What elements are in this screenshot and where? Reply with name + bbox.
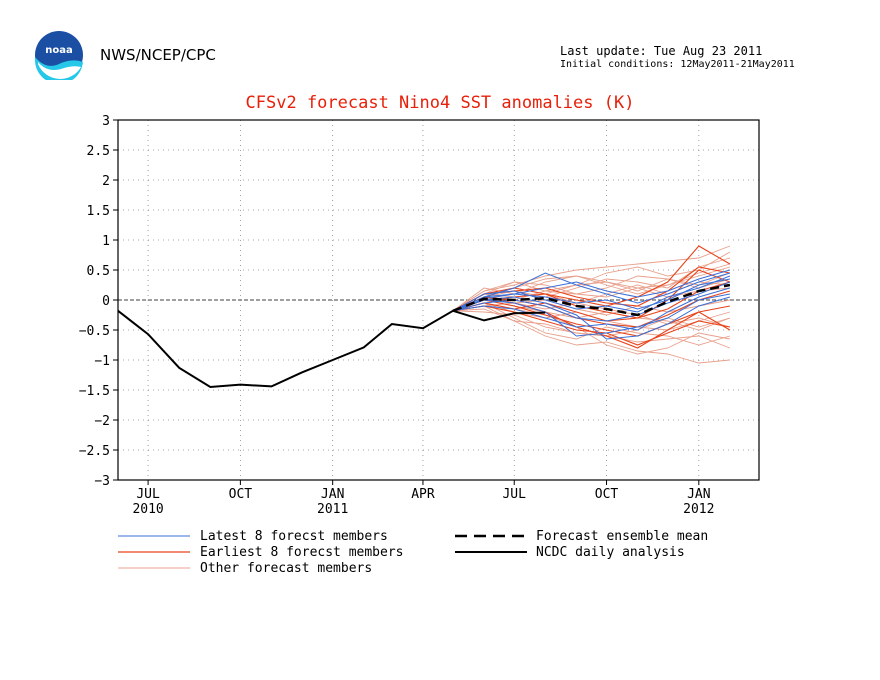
- x-tick-label: OCT: [595, 487, 619, 502]
- y-tick-label: 1: [102, 234, 110, 249]
- latest-member-line: [452, 269, 731, 312]
- y-tick-label: 0.5: [87, 264, 110, 279]
- legend-label-mean: Forecast ensemble mean: [536, 529, 708, 544]
- y-tick-label: −0.5: [79, 324, 110, 339]
- y-tick-label: 2.5: [87, 144, 110, 159]
- x-tick-label: APR: [411, 487, 435, 502]
- x-tick-year-label: 2012: [683, 502, 714, 517]
- noaa-logo: noaa: [34, 30, 84, 84]
- y-tick-label: 0: [102, 294, 110, 309]
- y-tick-label: −2.5: [79, 444, 110, 459]
- y-tick-label: 3: [102, 114, 110, 129]
- organization-label: NWS/NCEP/CPC: [100, 46, 216, 64]
- x-tick-year-label: 2010: [132, 502, 163, 517]
- x-tick-label: JUL: [136, 487, 160, 502]
- x-tick-label: OCT: [229, 487, 253, 502]
- chart-title: CFSv2 forecast Nino4 SST anomalies (K): [246, 93, 635, 113]
- latest-member-line: [452, 293, 730, 337]
- x-tick-year-label: 2011: [317, 502, 348, 517]
- other-member-line: [452, 308, 730, 364]
- x-tick-label: JUL: [502, 487, 526, 502]
- y-tick-label: −1: [94, 354, 110, 369]
- y-tick-label: −2: [94, 414, 110, 429]
- other-member-line: [452, 302, 730, 355]
- ensemble-mean-line: [452, 283, 731, 317]
- initial-conditions-text: Initial conditions: 12May2011-21May2011: [560, 59, 795, 70]
- latest-member-line: [452, 272, 731, 312]
- last-update-text: Last update: Tue Aug 23 2011: [560, 44, 763, 58]
- svg-text:noaa: noaa: [45, 45, 73, 56]
- y-tick-label: 1.5: [87, 204, 110, 219]
- x-tick-label: JAN: [321, 487, 344, 502]
- plot-frame: [117, 119, 760, 481]
- noaa-logo-icon: noaa: [35, 31, 83, 84]
- other-member-line: [452, 263, 731, 312]
- earliest-member-line: [452, 245, 731, 312]
- latest-member-line: [452, 278, 730, 312]
- latest-member-line: [452, 287, 731, 331]
- legend-label-other: Other forecast members: [200, 561, 372, 576]
- y-tick-label: −3: [94, 474, 110, 489]
- legend-label-earliest: Earliest 8 forecst members: [200, 545, 404, 560]
- ncdc-analysis-line: [117, 309, 546, 389]
- earliest-member-line: [452, 305, 731, 346]
- legend-label-ncdc: NCDC daily analysis: [536, 545, 685, 560]
- y-tick-label: 2: [102, 174, 110, 189]
- earliest-member-line: [452, 281, 731, 322]
- legend-label-latest: Latest 8 forecst members: [200, 529, 388, 544]
- y-tick-label: −1.5: [79, 384, 110, 399]
- other-member-line: [452, 275, 731, 312]
- x-tick-label: JAN: [687, 487, 710, 502]
